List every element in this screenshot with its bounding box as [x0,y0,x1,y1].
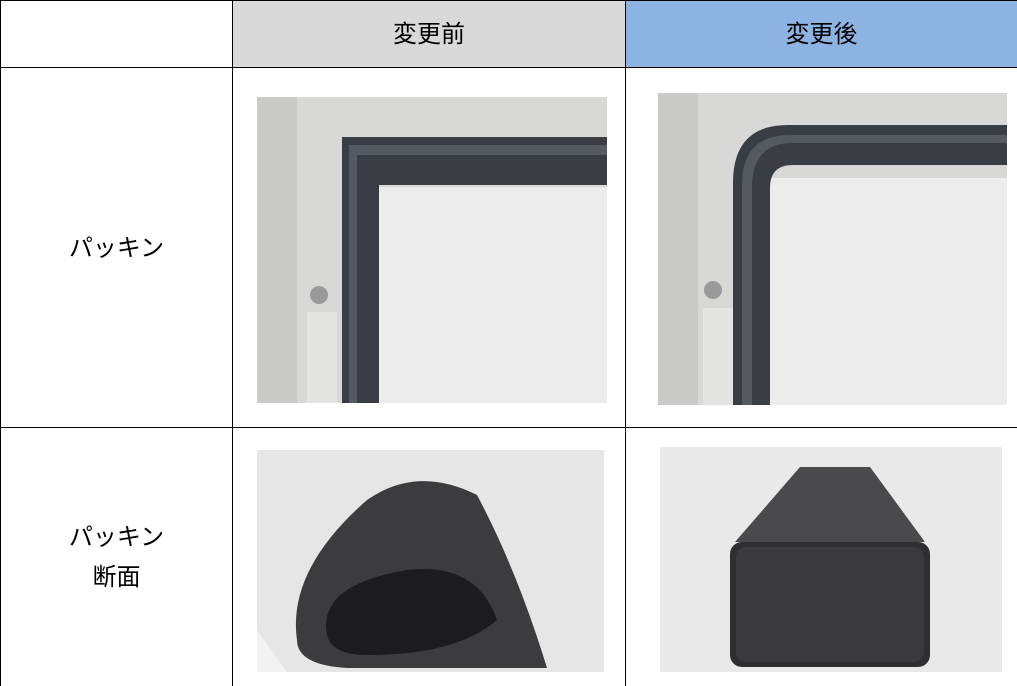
header-after: 変更後 [625,0,1017,67]
cell [232,67,625,427]
label-lines: パッキン 断面 [69,517,164,597]
cell [625,427,1017,686]
row-label: パッキン 断面 [0,427,232,686]
label-line: パッキン [68,233,165,262]
row-label: パッキン [0,67,232,427]
photo-gasket-before [257,97,607,403]
label-lines: パッキン [69,228,164,268]
cell [232,427,625,686]
photo-section-after [660,447,1002,672]
header-before: 変更前 [232,0,625,67]
label-line: 断面 [92,563,141,591]
cell [625,67,1017,427]
photo-gasket-after [658,93,1007,405]
photo-section-before [257,450,604,672]
corner-cell [0,0,232,67]
label-line: パッキン [68,523,165,551]
